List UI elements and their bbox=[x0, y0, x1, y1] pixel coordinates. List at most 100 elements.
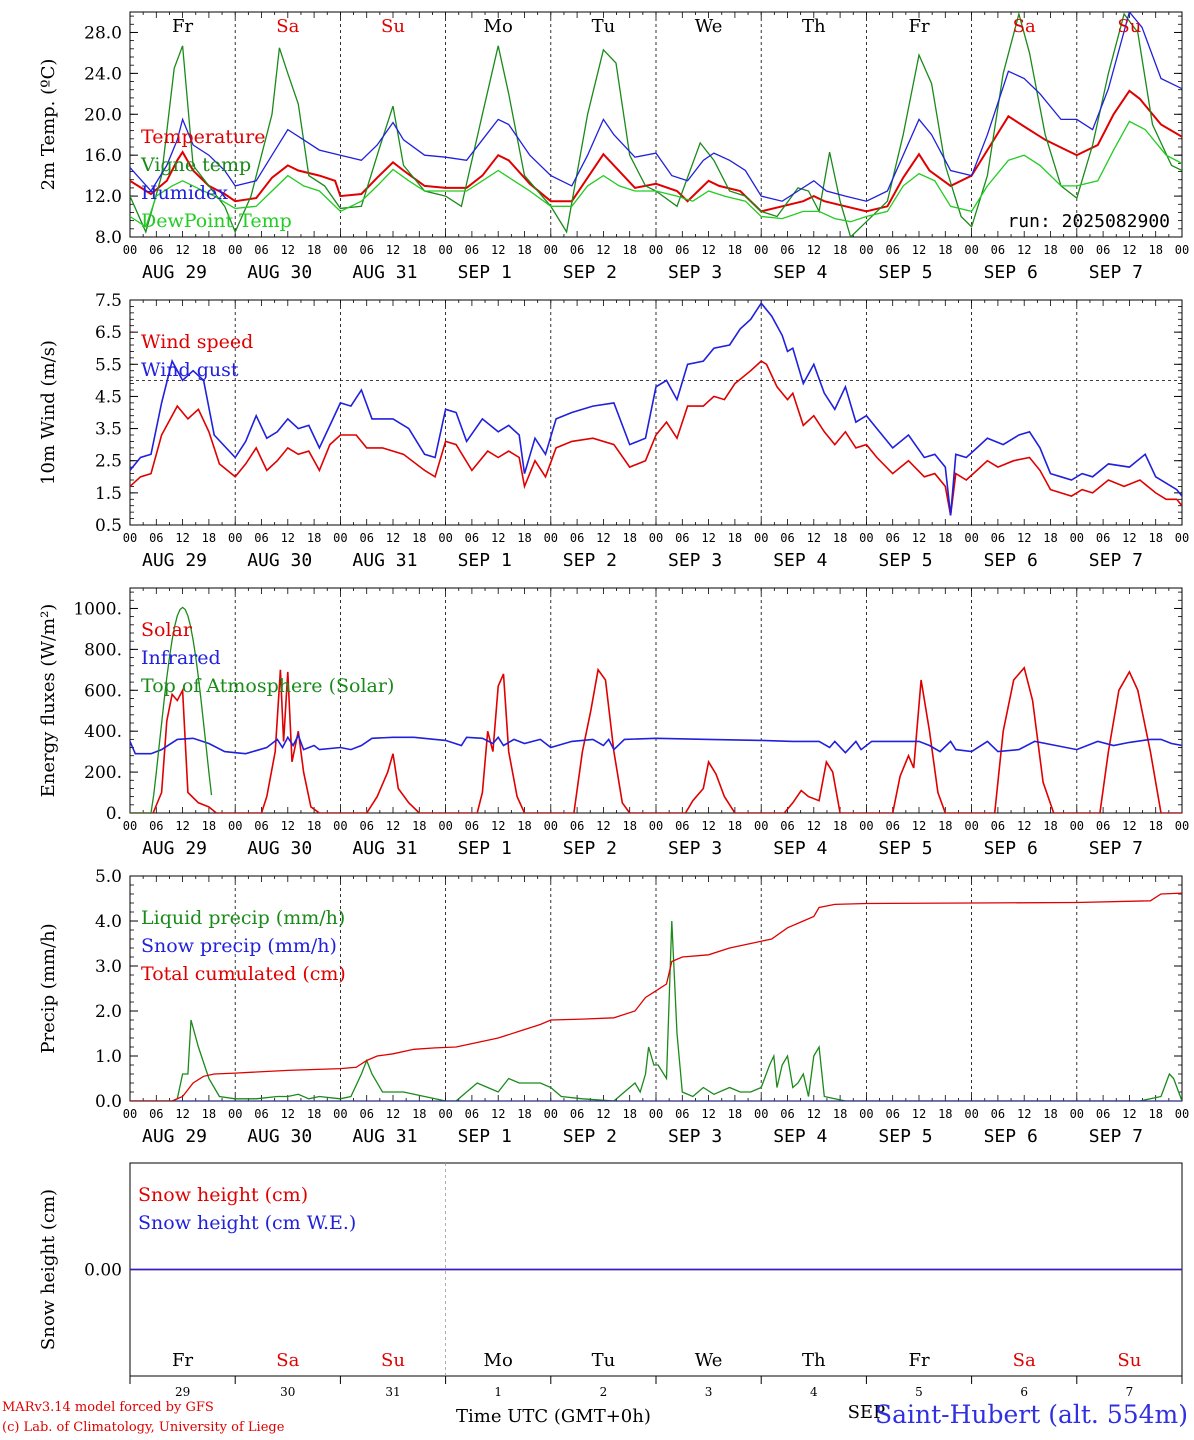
hour-tick-label: 12 bbox=[1017, 243, 1031, 257]
day-name: Tu bbox=[592, 16, 616, 37]
hour-tick-label: 00 bbox=[228, 819, 242, 833]
hour-tick-label: 06 bbox=[570, 819, 584, 833]
hour-tick-label: 12 bbox=[596, 243, 610, 257]
hour-tick-label: 18 bbox=[728, 819, 742, 833]
hour-tick-label: 00 bbox=[649, 531, 663, 545]
hour-tick-label: 06 bbox=[359, 1107, 373, 1121]
hour-tick-label: 18 bbox=[1043, 531, 1057, 545]
legend-entry: Infrared bbox=[141, 647, 221, 669]
date-label: SEP 7 bbox=[1089, 1126, 1143, 1147]
hour-tick-label: 00 bbox=[859, 1107, 873, 1121]
day-name: Su bbox=[1117, 1350, 1141, 1371]
legend-entry: Snow height (cm W.E.) bbox=[138, 1212, 356, 1234]
hour-tick-label: 06 bbox=[885, 1107, 899, 1121]
legend-entry: Temperature bbox=[141, 126, 265, 148]
hour-tick-label: 06 bbox=[254, 819, 268, 833]
date-label: AUG 31 bbox=[352, 550, 417, 571]
y-tick-label: 3.0 bbox=[95, 957, 122, 977]
hour-tick-label: 06 bbox=[780, 819, 794, 833]
y-tick-label: 400. bbox=[84, 722, 122, 742]
panel-frame-1 bbox=[129, 299, 1183, 526]
hour-tick-label: 00 bbox=[333, 531, 347, 545]
hour-tick-label: 06 bbox=[1096, 1107, 1110, 1121]
hour-tick-label: 18 bbox=[202, 243, 216, 257]
hour-tick-label: 18 bbox=[517, 531, 531, 545]
hour-tick-label: 06 bbox=[675, 243, 689, 257]
hour-tick-label: 18 bbox=[833, 243, 847, 257]
series-line-wind-gust bbox=[130, 301, 1182, 516]
hour-tick-label: 00 bbox=[754, 243, 768, 257]
legend-entry: Snow precip (mm/h) bbox=[141, 935, 337, 957]
hour-tick-label: 18 bbox=[307, 819, 321, 833]
day-name: Tu bbox=[592, 1350, 616, 1371]
hour-tick-label: 18 bbox=[833, 819, 847, 833]
hour-tick-label: 00 bbox=[544, 819, 558, 833]
day-number: 1 bbox=[494, 1385, 502, 1399]
hour-tick-label: 00 bbox=[1175, 1107, 1189, 1121]
series-line-infrared bbox=[130, 733, 1182, 755]
hour-tick-label: 00 bbox=[333, 1107, 347, 1121]
hour-tick-label: 18 bbox=[728, 1107, 742, 1121]
hour-tick-label: 12 bbox=[386, 243, 400, 257]
hour-tick-label: 06 bbox=[465, 243, 479, 257]
date-label: SEP 3 bbox=[668, 262, 722, 283]
hour-tick-label: 00 bbox=[228, 531, 242, 545]
hour-tick-label: 00 bbox=[964, 1107, 978, 1121]
hour-tick-label: 18 bbox=[833, 531, 847, 545]
y-tick-label: 8.0 bbox=[95, 228, 122, 248]
legend-entry: Solar bbox=[141, 619, 193, 641]
y-tick-label: 1.5 bbox=[95, 484, 122, 504]
hour-tick-label: 00 bbox=[123, 1107, 137, 1121]
day-number: 3 bbox=[705, 1385, 713, 1399]
hour-tick-label: 18 bbox=[1148, 531, 1162, 545]
legend-entry: Vigne temp bbox=[140, 154, 251, 176]
hour-tick-label: 12 bbox=[807, 819, 821, 833]
legend-entry: Liquid precip (mm/h) bbox=[141, 907, 345, 929]
hour-tick-label: 12 bbox=[491, 531, 505, 545]
hour-tick-label: 18 bbox=[938, 1107, 952, 1121]
date-label: SEP 3 bbox=[668, 838, 722, 859]
date-label: SEP 5 bbox=[878, 262, 932, 283]
date-label: AUG 29 bbox=[142, 262, 207, 283]
date-label: SEP 2 bbox=[563, 838, 617, 859]
y-tick-label: 1000. bbox=[73, 599, 122, 619]
hour-tick-label: 00 bbox=[964, 243, 978, 257]
hour-tick-label: 06 bbox=[675, 1107, 689, 1121]
hour-tick-label: 00 bbox=[649, 243, 663, 257]
hour-tick-label: 12 bbox=[701, 819, 715, 833]
hour-tick-label: 06 bbox=[780, 531, 794, 545]
hour-tick-label: 18 bbox=[938, 531, 952, 545]
hour-tick-label: 06 bbox=[254, 243, 268, 257]
hour-tick-label: 06 bbox=[465, 1107, 479, 1121]
date-label: AUG 30 bbox=[247, 550, 312, 571]
y-tick-label: 28.0 bbox=[84, 23, 122, 43]
hour-tick-label: 06 bbox=[675, 531, 689, 545]
hour-tick-label: 12 bbox=[807, 1107, 821, 1121]
hour-tick-label: 18 bbox=[412, 531, 426, 545]
legend-entry: Top of Atmosphere (Solar) bbox=[141, 675, 394, 697]
y-tick-label: 12.0 bbox=[84, 187, 122, 207]
hour-tick-label: 00 bbox=[544, 243, 558, 257]
day-name: Fr bbox=[172, 16, 193, 37]
date-label: SEP 4 bbox=[773, 1126, 827, 1147]
series-line-wind-speed bbox=[130, 360, 1182, 516]
hour-tick-label: 18 bbox=[307, 243, 321, 257]
hour-tick-label: 00 bbox=[649, 819, 663, 833]
y-tick-label: 20.0 bbox=[84, 105, 122, 125]
hour-tick-label: 00 bbox=[544, 531, 558, 545]
hour-tick-label: 06 bbox=[570, 1107, 584, 1121]
hour-tick-label: 12 bbox=[596, 531, 610, 545]
panel-frame-2 bbox=[129, 587, 1183, 814]
day-name: Su bbox=[1117, 16, 1141, 37]
day-number: 2 bbox=[600, 1385, 608, 1399]
hour-tick-label: 12 bbox=[912, 243, 926, 257]
hour-tick-label: 00 bbox=[1070, 819, 1084, 833]
day-name: Mo bbox=[484, 1350, 513, 1371]
credit-lab: (c) Lab. of Climatology, University of L… bbox=[2, 1420, 285, 1435]
hour-tick-label: 12 bbox=[175, 1107, 189, 1121]
day-name: Sa bbox=[276, 1350, 299, 1371]
run-label: run: 2025082900 bbox=[1007, 211, 1170, 232]
hour-tick-label: 06 bbox=[675, 819, 689, 833]
hour-tick-label: 00 bbox=[1070, 1107, 1084, 1121]
day-number: 7 bbox=[1126, 1385, 1134, 1399]
